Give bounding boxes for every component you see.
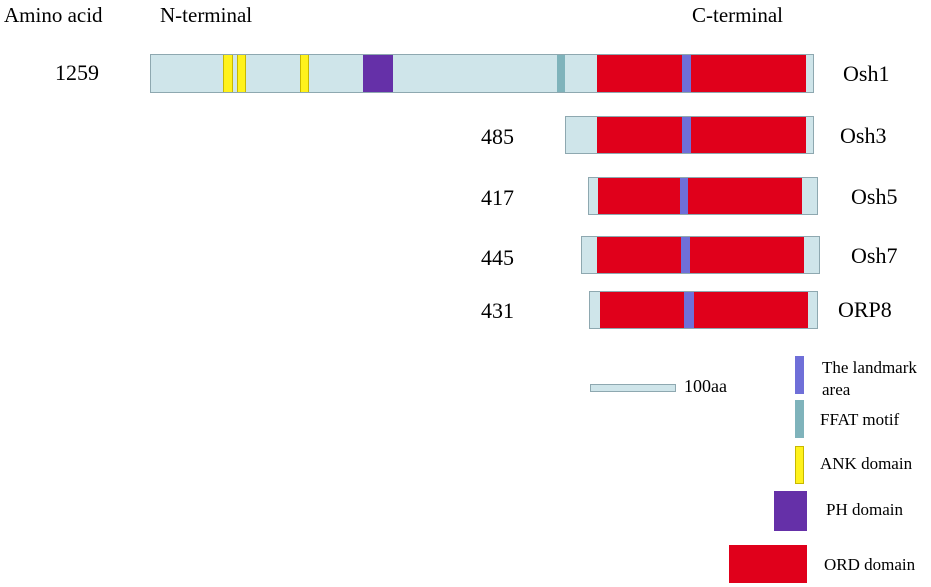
legend-landmark-label: The landmark area [822,358,917,399]
scale-label: 100aa [684,376,727,396]
osh7-name: Osh7 [851,243,898,268]
osh7-length: 445 [481,245,514,270]
osh7-ord-left [597,237,681,273]
osh1-name: Osh1 [843,61,890,86]
legend-ffat-label: FFAT motif [820,410,900,429]
legend-ph-swatch [774,491,807,531]
osh1-bar [150,54,814,93]
legend-ffat-swatch [795,400,804,438]
osh3-name: Osh3 [840,123,887,148]
c-terminal-header: C-terminal [692,3,783,27]
osh5-ord-left [598,178,680,214]
n-terminal-header: N-terminal [160,3,253,27]
osh7-landmark [681,237,690,273]
osh1-ank-2 [237,55,246,92]
legend-ord-label: ORD domain [824,555,916,574]
osh5-length: 417 [481,185,514,210]
orp8-name: ORP8 [838,297,892,322]
osh1-ank-3 [300,55,309,92]
osh1-ord-left [597,55,682,92]
legend-ord-swatch [729,545,807,583]
osh7-ord-right [690,237,804,273]
orp8-ord-left [600,292,684,328]
osh1-ank-1 [223,55,233,92]
legend-ank-swatch [795,446,804,484]
osh1-ph-domain [363,55,393,92]
orp8-ord-right [694,292,808,328]
osh1-length: 1259 [55,60,99,85]
orp8-bar [589,291,818,329]
osh3-length: 485 [481,124,514,149]
osh3-ord-left [597,117,682,153]
legend-ph-label: PH domain [826,500,903,519]
osh1-ffat-motif [557,55,565,92]
osh1-landmark [682,55,691,92]
amino-acid-header: Amino acid [4,3,103,27]
osh5-landmark [680,178,688,214]
osh3-landmark [682,117,691,153]
osh5-ord-right [688,178,802,214]
osh1-ord-right [691,55,806,92]
legend-landmark-swatch [795,356,804,394]
osh5-name: Osh5 [851,184,898,209]
orp8-landmark [684,292,694,328]
osh7-bar [581,236,820,274]
legend-ank-label: ANK domain [820,454,913,473]
scale-bar [590,384,676,392]
orp8-length: 431 [481,298,514,323]
osh5-bar [588,177,818,215]
osh3-ord-right [691,117,806,153]
osh3-bar [565,116,814,154]
